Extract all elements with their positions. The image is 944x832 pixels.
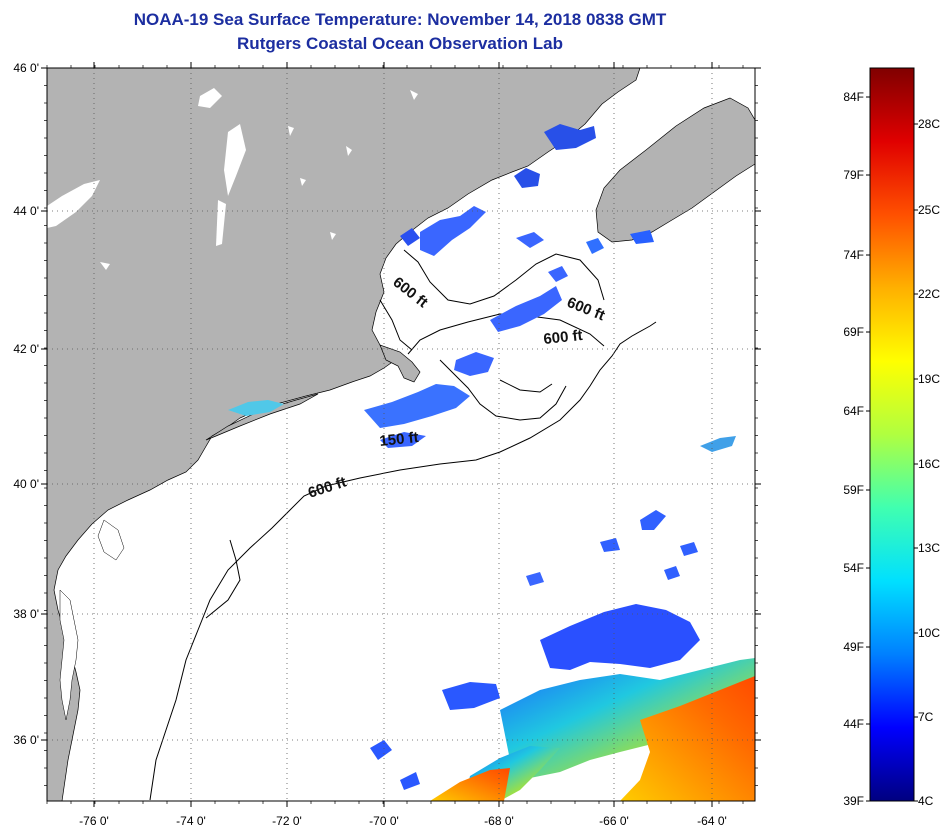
lakes: [47, 88, 418, 270]
colorbar-f-label: 69F: [843, 325, 864, 339]
lat-tick-label: 46 0': [13, 61, 39, 75]
lon-tick-label: -72 0': [272, 814, 302, 828]
land-long-island: [205, 393, 319, 441]
lat-tick-label: 42 0': [13, 342, 39, 356]
colorbar-f-label: 79F: [843, 168, 864, 182]
contour-label-3: 600 ft: [543, 327, 584, 348]
lat-tick-label: 38 0': [13, 607, 39, 621]
lon-tick-label: -64 0': [697, 814, 727, 828]
colorbar: [869, 67, 915, 802]
colorbar-c-label: 25C: [918, 203, 940, 217]
colorbar-c-label: 7C: [918, 710, 934, 724]
lat-tick-label: 40 0': [13, 477, 39, 491]
colorbar-f-label: 74F: [843, 248, 864, 262]
delaware-bay: [97, 519, 125, 561]
colorbar-c-label: 28C: [918, 117, 940, 131]
colorbar-f-label: 59F: [843, 483, 864, 497]
map-frame: [46, 67, 756, 802]
colorbar-f-label: 49F: [843, 640, 864, 654]
colorbar-f-label: 84F: [843, 90, 864, 104]
colorbar-labels: 84F 79F 74F 69F 64F 59F 54F 49F 44F 39F 28C 25C 22C 1…: [843, 90, 940, 808]
colorbar-c-label: 13C: [918, 541, 940, 555]
lon-tick-label: -74 0': [176, 814, 206, 828]
colorbar-f-label: 64F: [843, 404, 864, 418]
graticule: [47, 68, 755, 801]
colorbar-c-label: 16C: [918, 457, 940, 471]
bathymetry-contours: [149, 249, 657, 801]
chesapeake-bay: [59, 589, 79, 721]
lat-tick-label: 44 0': [13, 204, 39, 218]
sst-pixels: [228, 124, 755, 801]
colorbar-f-label: 39F: [843, 794, 864, 808]
colorbar-c-label: 4C: [918, 794, 934, 808]
map-axes: 46 0' 44 0' 42 0' 40 0' 38 0' 36 0' -76 0' -74 …: [13, 61, 761, 828]
colorbar-c-label: 22C: [918, 287, 940, 301]
map-subtitle: Rutgers Coastal Ocean Observation Lab: [237, 34, 563, 53]
lon-tick-label: -76 0': [79, 814, 109, 828]
land-nova-scotia: [595, 97, 755, 243]
colorbar-c-label: 19C: [918, 372, 940, 386]
land-cape-cod: [379, 344, 421, 383]
colorbar-f-label: 44F: [843, 717, 864, 731]
lon-tick-label: -66 0': [599, 814, 629, 828]
colorbar-f-label: 54F: [843, 561, 864, 575]
lon-tick-label: -68 0': [484, 814, 514, 828]
lat-tick-label: 36 0': [13, 733, 39, 747]
map-title: NOAA-19 Sea Surface Temperature: Novembe…: [133, 10, 667, 29]
lon-tick-label: -70 0': [369, 814, 399, 828]
colorbar-c-label: 10C: [918, 626, 940, 640]
contour-label-4: 150 ft: [379, 429, 420, 450]
